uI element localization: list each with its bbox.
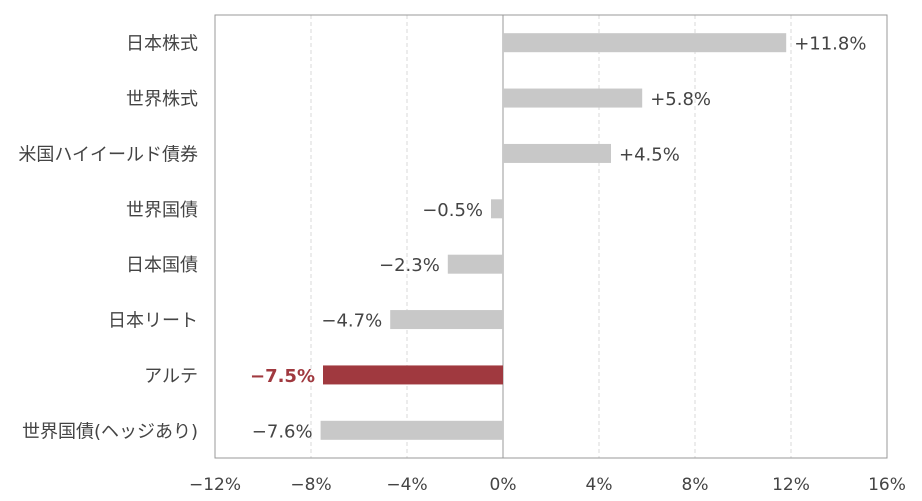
value-label: +11.8%	[794, 34, 866, 55]
value-label: +4.5%	[619, 144, 680, 165]
value-label: −7.5%	[250, 366, 315, 387]
bar	[503, 88, 643, 108]
category-label: 世界国債(ヘッジあり)	[22, 421, 198, 442]
category-label: 日本国債	[126, 255, 198, 276]
x-tick-label: −4%	[386, 475, 427, 495]
x-tick-labels: −12% −8% −4% 0% 4% 8% 12% 16%	[189, 475, 906, 495]
category-label: 日本リート	[108, 311, 198, 332]
x-tick-label: 4%	[586, 475, 613, 495]
value-label: +5.8%	[650, 89, 711, 110]
grid-lines	[310, 15, 792, 458]
x-tick-label: −12%	[189, 475, 241, 495]
bar	[503, 143, 611, 163]
x-tick-label: 12%	[772, 475, 810, 495]
value-labels: +11.8% +5.8% +4.5% −0.5% −2.3% −4.7% −7.5% −7.6…	[250, 34, 866, 443]
category-label: 米国ハイイールド債券	[18, 144, 198, 165]
value-label: −7.6%	[252, 421, 313, 442]
plot-frame	[214, 14, 888, 459]
category-label: アルテ	[144, 366, 198, 387]
bars	[320, 33, 787, 440]
value-label: −2.3%	[379, 255, 440, 276]
bar	[320, 420, 503, 440]
value-label: −4.7%	[321, 311, 382, 332]
bar	[491, 199, 503, 219]
x-tick-label: 16%	[868, 475, 906, 495]
bar	[447, 254, 503, 274]
category-label: 日本株式	[126, 34, 198, 55]
category-label: 世界株式	[126, 89, 198, 110]
x-tick-label: −8%	[290, 475, 331, 495]
bar	[323, 365, 503, 385]
bar	[503, 33, 787, 53]
value-label: −0.5%	[422, 200, 483, 221]
category-labels: 日本株式世界株式米国ハイイールド債券世界国債日本国債日本リートアルテ世界国債(ヘ…	[18, 34, 198, 443]
bar	[390, 310, 503, 330]
category-label: 世界国債	[126, 200, 198, 221]
x-tick-label: 8%	[682, 475, 709, 495]
x-tick-label: 0%	[490, 475, 517, 495]
